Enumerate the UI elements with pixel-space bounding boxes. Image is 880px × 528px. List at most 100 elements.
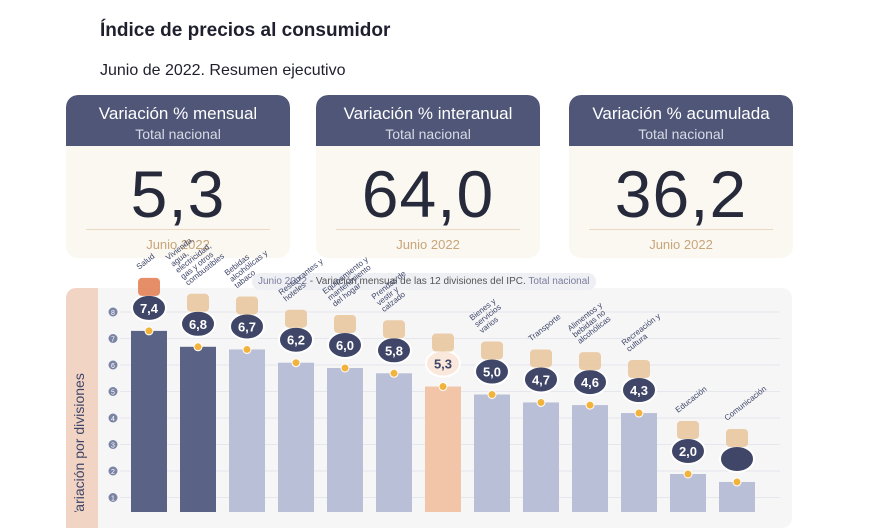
category-icon: [383, 320, 405, 339]
bar-dot: [193, 342, 203, 352]
value-label: 4,6: [581, 375, 599, 390]
category-icon: [334, 315, 356, 333]
category-icon: [236, 296, 258, 315]
category-icon: [432, 333, 454, 352]
bar: [572, 405, 608, 512]
bar-dot: [291, 358, 301, 368]
bar: [278, 362, 314, 512]
category-label: Restaurantes yhoteles: [277, 257, 330, 304]
bar: [474, 394, 510, 512]
y-tick-marker: [108, 334, 118, 343]
y-tick-label: 8: [111, 310, 115, 317]
value-label: 6,0: [336, 338, 354, 353]
value-label: 5,8: [385, 343, 403, 358]
y-tick-marker: [108, 466, 118, 476]
card-interannual: Variación % interanual Total nacional 64…: [316, 95, 540, 258]
card-header: Variación % mensual Total nacional: [66, 95, 290, 146]
category-icon: [726, 428, 748, 447]
y-tick-marker: [108, 360, 118, 370]
bar: [376, 373, 412, 512]
page-subtitle: Junio de 2022. Resumen ejecutivo: [100, 62, 346, 79]
bar: [719, 481, 755, 512]
value-label: 6,8: [189, 317, 207, 332]
category-label: Recreación ycultura: [620, 311, 667, 353]
bar: [131, 330, 167, 512]
y-tick-marker: [108, 387, 118, 396]
chart-caption: Junio 2022 - Variación mensual de las 12…: [252, 273, 596, 290]
card-monthly: Variación % mensual Total nacional 5,3 J…: [66, 95, 290, 258]
card-value: 5,3: [130, 157, 226, 231]
bar-dot: [144, 326, 154, 336]
category-icon: [579, 352, 601, 371]
category-label: Vivienda,agua,electricidad,gas y otrosco…: [164, 226, 226, 287]
category-label: Comunicación: [723, 384, 768, 422]
chart-caption-period: Junio 2022: [258, 276, 307, 287]
y-tick-label: 5: [111, 390, 115, 397]
card-period: Junio 2022: [146, 237, 210, 252]
y-tick-marker: [108, 440, 118, 449]
category-icon: [530, 349, 552, 368]
bar-dot: [732, 477, 742, 487]
value-label: 2,0: [679, 444, 697, 459]
card-header: Variación % acumulada Total nacional: [569, 95, 793, 146]
category-label: Equipamiento ymantenimientodel hogar: [321, 255, 380, 309]
card-heading: Variación % mensual: [98, 104, 258, 123]
card-value: 36,2: [614, 157, 748, 231]
bar-dot: [242, 344, 252, 354]
bar: [425, 386, 461, 512]
card-subheading: Total nacional: [638, 126, 724, 142]
ylabel-band: [66, 288, 98, 528]
y-tick-label: 1: [111, 496, 115, 503]
value-label: 6,7: [238, 319, 256, 334]
y-tick-label: 4: [111, 416, 115, 423]
bar-dot: [340, 363, 350, 373]
card-value: 64,0: [361, 157, 495, 231]
card-subheading: Total nacional: [135, 126, 221, 142]
bar-dot: [585, 400, 595, 410]
bar-dot: [683, 469, 693, 479]
category-icon: [481, 341, 503, 360]
chart-caption-scope: Total nacional: [528, 276, 590, 287]
y-tick-marker: [108, 493, 118, 502]
category-label: Salud: [135, 252, 157, 272]
value-bubble: [719, 444, 755, 473]
card-divider: [86, 229, 270, 230]
bar: [523, 402, 559, 512]
y-tick-label: 7: [111, 337, 115, 344]
y-tick-label: 3: [111, 443, 115, 450]
category-icon: [187, 293, 209, 312]
y-tick-marker: [108, 413, 118, 423]
category-icon: [628, 360, 650, 379]
value-label: 4,3: [630, 383, 648, 398]
bar-dot: [487, 390, 497, 399]
card-subheading: Total nacional: [385, 126, 471, 142]
bar: [621, 413, 657, 512]
y-tick-marker: [108, 307, 118, 317]
card-divider: [589, 229, 773, 230]
bar-dot: [634, 408, 644, 418]
card-heading: Variación % interanual: [343, 104, 513, 123]
value-label: 5,0: [483, 365, 501, 380]
card-divider: [336, 229, 520, 230]
bar-dot: [438, 382, 448, 392]
value-label: 6,2: [287, 333, 305, 348]
page-title: Índice de precios al consumidor: [100, 20, 391, 41]
category-label: Educación: [674, 384, 709, 414]
card-header: Variación % interanual Total nacional: [316, 95, 540, 146]
card-period: Junio 2022: [396, 237, 460, 252]
card-period: Junio 2022: [649, 237, 713, 252]
y-axis-label: Variación por divisiones: [71, 373, 87, 512]
bar: [327, 368, 363, 512]
bar-dot: [389, 368, 399, 378]
category-icon: [138, 277, 160, 296]
value-label: 4,7: [532, 372, 550, 387]
category-icon: [677, 421, 699, 439]
bar-dot: [536, 397, 546, 407]
bar: [180, 346, 216, 512]
category-icon: [285, 309, 307, 328]
bar: [670, 474, 706, 512]
chart-caption-text: - Variación mensual de las 12 divisiones…: [306, 276, 529, 287]
card-heading: Variación % acumulada: [592, 104, 770, 123]
bar-chart: Variación por divisiones 1 2 3 4 5 6 7 8 7,4 Salud…: [71, 226, 780, 512]
value-label: 5,3: [434, 357, 452, 372]
